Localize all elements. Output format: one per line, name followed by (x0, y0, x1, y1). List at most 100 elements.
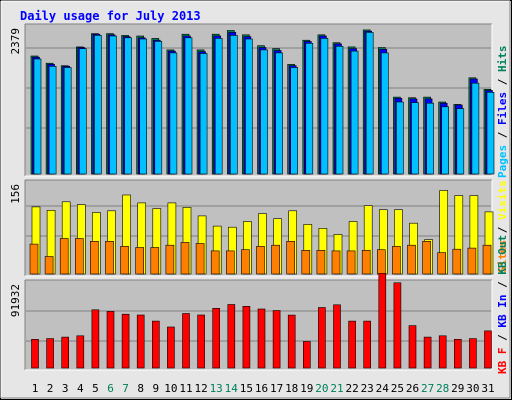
bar-pages-day-24 (380, 52, 389, 175)
x-tick-label-day-15: 15 (240, 382, 253, 395)
legend-label: Pages / Files / Hits (496, 46, 509, 179)
bar-pages-day-26 (411, 102, 419, 175)
legend-item-pages: Pages (496, 145, 509, 178)
bar-sites-day-25 (392, 246, 401, 275)
legend-item-kb-f: KB F (496, 348, 509, 375)
bar-kb-f-day-5 (91, 309, 100, 369)
chart-panel-3: 91932 KB F / KB In / KB Out (9, 235, 509, 374)
bar-pages-day-31 (486, 92, 495, 175)
bar-pages-day-29 (456, 108, 465, 175)
x-tick-label-day-29: 29 (451, 382, 464, 395)
bar-pages-day-7 (124, 37, 132, 175)
bar-pages-day-11 (184, 37, 193, 175)
bar-kb-f-day-3 (61, 336, 70, 369)
bar-kb-f-day-6 (106, 311, 115, 369)
x-tick-label-day-11: 11 (179, 382, 192, 395)
bar-pages-day-23 (365, 32, 374, 175)
x-tick-label-day-27: 27 (421, 382, 434, 395)
bar-pages-day-22 (350, 50, 359, 175)
bar-kb-f-day-4 (76, 335, 85, 369)
x-tick-label-day-19: 19 (300, 382, 313, 395)
bar-pages-day-20 (320, 38, 329, 175)
x-tick-label-day-25: 25 (391, 382, 404, 395)
bar-sites-day-29 (452, 248, 462, 275)
bar-series-group (31, 273, 492, 369)
bar-sites-day-14 (226, 250, 235, 275)
bar-pages-day-8 (139, 38, 147, 175)
bar-sites-day-1 (29, 243, 39, 275)
x-tick-label-day-3: 3 (62, 382, 69, 395)
bar-sites-day-26 (407, 244, 416, 275)
x-tick-label-day-21: 21 (330, 382, 343, 395)
bar-kb-f-day-26 (408, 325, 417, 369)
bar-pages-day-16 (260, 49, 268, 175)
x-tick-label-day-18: 18 (285, 382, 298, 395)
bar-pages-day-9 (154, 41, 163, 175)
x-tick-label-day-24: 24 (376, 382, 390, 395)
legend-item-visits: Visits (496, 180, 509, 220)
bar-sites-day-22 (346, 250, 356, 275)
x-tick-label-day-10: 10 (164, 382, 177, 395)
legend-item-kb-out: KB Out (496, 235, 509, 275)
bar-sites-day-24 (376, 249, 386, 275)
x-tick-label-day-7: 7 (122, 382, 129, 395)
bar-pages-day-18 (290, 67, 299, 175)
bar-series-group (29, 190, 494, 275)
x-tick-label-day-13: 13 (210, 382, 223, 395)
bar-sites-day-4 (75, 238, 84, 275)
bar-kb-f-day-25 (393, 282, 402, 369)
legend-separator: / (496, 275, 509, 295)
chart-panel-1: 2379 Pages / Files / Hits (9, 23, 509, 179)
bar-pages-day-28 (441, 106, 450, 175)
bar-pages-day-10 (169, 52, 178, 175)
x-tick-label-day-8: 8 (137, 382, 144, 395)
bar-sites-day-2 (44, 256, 54, 275)
y-axis-max-label: 2379 (9, 28, 22, 55)
bar-pages-day-17 (275, 52, 283, 175)
bar-pages-day-25 (396, 101, 404, 175)
legend-separator: / (496, 328, 509, 348)
y-axis-max-label: 91932 (9, 284, 22, 317)
bar-kb-f-day-29 (453, 338, 462, 369)
legend-item-sites: Sites (496, 240, 509, 273)
bar-kb-f-day-8 (136, 314, 145, 369)
bar-pages-day-1 (33, 58, 42, 175)
x-tick-label-day-12: 12 (194, 382, 207, 395)
x-tick-label-day-30: 30 (466, 382, 479, 395)
bar-sites-day-8 (135, 247, 144, 275)
legend-separator: / (496, 220, 509, 240)
legend-label: KB F / KB In / KB Out (496, 235, 509, 374)
bar-sites-day-6 (105, 241, 114, 275)
bar-sites-day-11 (180, 242, 190, 275)
x-tick-label-day-28: 28 (436, 382, 449, 395)
bar-sites-day-27 (422, 241, 431, 275)
x-tick-label-day-14: 14 (225, 382, 239, 395)
bar-kb-f-day-22 (348, 320, 356, 369)
bar-sites-day-13 (210, 250, 220, 275)
bar-kb-f-day-14 (227, 304, 236, 369)
chart-panels: 2379 Pages / Files / Hits 156 Sites / Visit… (9, 23, 509, 374)
x-tick-label-day-23: 23 (361, 382, 374, 395)
bar-kb-f-day-15 (242, 305, 251, 369)
x-tick-label-day-2: 2 (47, 382, 54, 395)
bar-sites-day-15 (241, 249, 250, 275)
legend-item-hits: Hits (496, 46, 509, 73)
bar-kb-f-day-10 (167, 326, 175, 369)
bar-kb-f-day-28 (438, 335, 447, 369)
bar-kb-f-day-1 (31, 338, 39, 369)
bar-pages-day-27 (426, 102, 434, 175)
bar-kb-f-day-24 (378, 273, 387, 369)
bar-sites-day-28 (437, 252, 447, 275)
x-tick-label-day-22: 22 (345, 382, 358, 395)
bar-sites-day-18 (286, 241, 296, 275)
bar-kb-f-day-27 (423, 336, 432, 369)
bar-pages-day-30 (471, 82, 480, 175)
bar-sites-day-7 (120, 246, 129, 275)
bar-kb-f-day-21 (333, 304, 341, 369)
bar-sites-day-20 (316, 250, 326, 275)
bar-kb-f-day-11 (182, 313, 190, 369)
x-tick-label-day-17: 17 (270, 382, 283, 395)
bar-sites-day-9 (150, 247, 160, 275)
x-tick-label-day-4: 4 (77, 382, 84, 395)
